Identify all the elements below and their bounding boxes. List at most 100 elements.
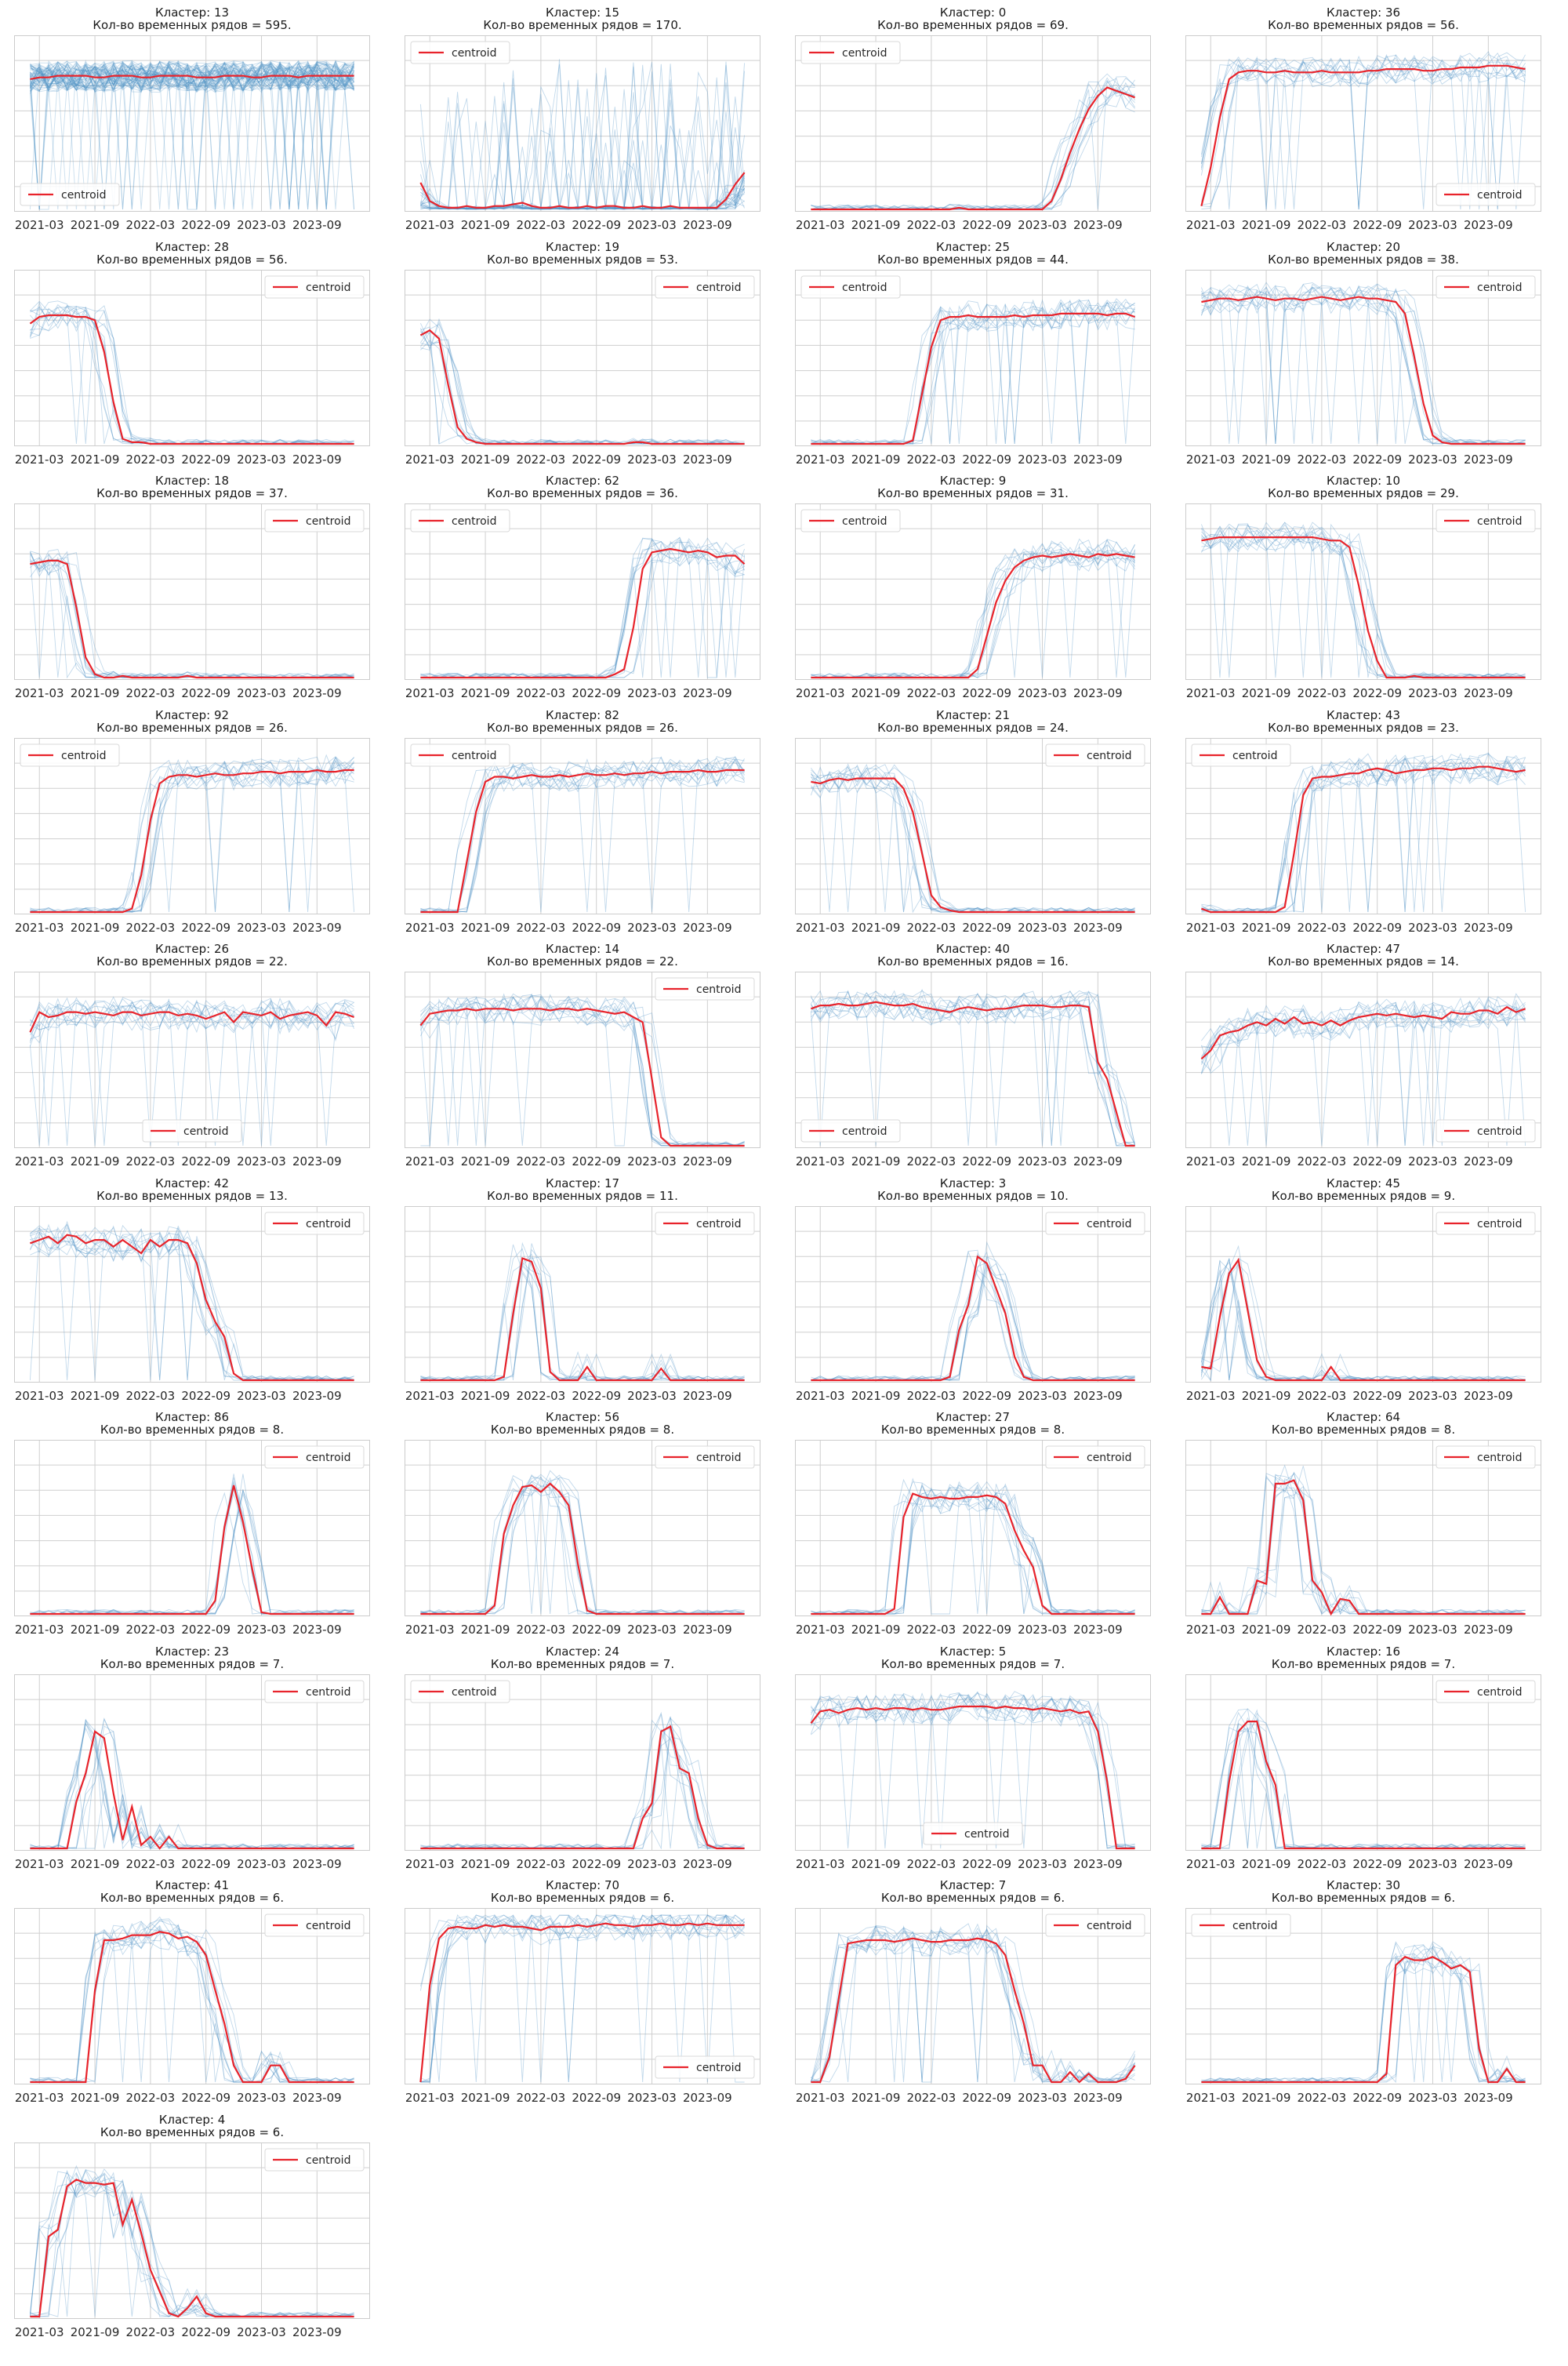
x-tick-label: 2023-09: [683, 921, 732, 935]
member-series-line: [811, 1692, 1135, 1848]
x-tick-label: 2023-09: [1464, 1857, 1513, 1871]
member-series-line: [29, 60, 355, 95]
member-series-line: [811, 1269, 1135, 1381]
member-series-line: [420, 321, 745, 445]
member-series-line: [1201, 54, 1526, 210]
member-series-line: [811, 990, 1135, 1147]
member-series-line: [1201, 1485, 1526, 1615]
member-series-line: [420, 996, 745, 1147]
centroid-line: [1201, 1720, 1526, 1849]
legend-label: centroid: [183, 1125, 228, 1138]
axes-frame: [795, 1674, 1151, 1851]
x-tick-label: 2022-09: [962, 2091, 1011, 2105]
x-tick-label: 2023-03: [627, 686, 677, 700]
member-series-line: [30, 60, 355, 210]
chart-subtitle: Кол-во временных рядов = 7.: [490, 1656, 675, 1671]
member-series-line: [1201, 59, 1526, 210]
member-series-line: [30, 1224, 354, 1380]
member-series-line: [30, 1920, 354, 2083]
member-series-line: [420, 67, 746, 210]
x-tick-label: 2023-09: [1073, 1154, 1123, 1168]
chart-panel: Кластер: 47 Кол-во временных рядов = 14. 2…: [1185, 943, 1541, 1172]
x-tick-label: 2023-09: [683, 1154, 732, 1168]
member-series-line: [1201, 1471, 1526, 1615]
member-series-line: [30, 60, 354, 93]
x-tick-label: 2023-03: [627, 1389, 677, 1403]
chart-title: Кластер: 0: [939, 5, 1007, 20]
member-series-line: [420, 331, 745, 445]
legend-box: [655, 977, 755, 1001]
member-series-line: [30, 61, 354, 210]
member-series-line: [29, 60, 354, 210]
chart-subtitle: Кол-во временных рядов = 6.: [100, 2124, 285, 2139]
chart-panel: Кластер: 17 Кол-во временных рядов = 11. 2…: [405, 1176, 760, 1406]
member-series-line: [420, 756, 745, 912]
x-tick-label: 2022-09: [181, 1623, 230, 1637]
axes-frame: [795, 269, 1151, 446]
member-series-line: [811, 992, 1135, 1143]
legend-label: centroid: [61, 189, 106, 202]
x-tick-label: 2021-03: [405, 1623, 455, 1637]
x-tick-label: 2023-09: [292, 921, 342, 935]
member-series-line: [811, 300, 1135, 444]
member-series-line: [1201, 1946, 1526, 2083]
member-series-line: [30, 60, 354, 93]
member-series-line: [419, 318, 745, 444]
member-series-line: [420, 64, 745, 210]
legend: centroid: [1436, 183, 1536, 206]
chart-subtitle: Кол-во временных рядов = 170.: [483, 18, 682, 32]
legend-box: [410, 509, 510, 532]
chart-title: Кластер: 30: [1326, 1878, 1401, 1892]
axes-frame: [14, 269, 370, 446]
member-series-line: [420, 995, 745, 1147]
member-series-line: [30, 2178, 354, 2317]
x-tick-label: 2021-03: [796, 218, 845, 232]
x-tick-label: 2022-03: [1298, 1154, 1347, 1168]
member-series-line: [811, 1694, 1135, 1848]
legend-box: [800, 275, 901, 298]
chart-panel: Кластер: 13 Кол-во временных рядов = 595.…: [14, 6, 370, 235]
x-tick-label: 2021-09: [851, 2091, 901, 2105]
member-series-line: [811, 990, 1135, 1147]
axes-frame: [795, 35, 1151, 212]
member-series-line: [811, 769, 1135, 913]
x-tick-label: 2022-09: [181, 2325, 230, 2339]
chart-panel: Кластер: 9 Кол-во временных рядов = 31. 20…: [795, 474, 1151, 703]
member-series-line: [811, 1485, 1135, 1615]
member-series-line: [811, 768, 1135, 912]
legend-label: centroid: [1477, 515, 1522, 528]
x-tick-label: 2022-09: [1352, 1623, 1402, 1637]
legend-label: centroid: [696, 2062, 741, 2074]
member-series-line: [420, 82, 746, 210]
member-series-line: [30, 999, 354, 1044]
member-series-line: [30, 60, 354, 92]
member-series-line: [29, 301, 354, 444]
x-tick-label: 2021-03: [796, 1154, 845, 1168]
x-tick-label: 2022-03: [1298, 2091, 1347, 2105]
axes-frame: [14, 35, 370, 212]
member-series-line: [30, 62, 354, 93]
legend: centroid: [264, 1680, 365, 1703]
x-tick-label: 2021-03: [1186, 218, 1236, 232]
legend: centroid: [655, 977, 755, 1001]
x-tick-label: 2023-09: [292, 452, 342, 467]
chart-title: Кластер: 45: [1326, 1176, 1401, 1190]
member-series-line: [420, 993, 745, 1147]
member-series-line: [1201, 1473, 1526, 1615]
legend-box: [264, 1914, 365, 1937]
legend-label: centroid: [452, 515, 496, 528]
x-tick-label: 2023-03: [1408, 686, 1457, 700]
chart-axes: 2021-03 2021-09 2022-03 2022-09 2023-03 2023-…: [405, 1440, 760, 1637]
legend-box: [142, 1119, 242, 1143]
member-series-line: [30, 2172, 354, 2317]
x-tick-label: 2023-03: [627, 1154, 677, 1168]
member-series-line: [420, 1242, 745, 1381]
chart-title: Кластер: 7: [939, 1878, 1007, 1892]
member-series-line: [29, 305, 354, 444]
x-tick-label: 2023-03: [237, 2091, 286, 2105]
member-series-line: [1201, 751, 1526, 912]
x-tick-label: 2021-09: [851, 452, 901, 467]
x-tick-label: 2023-03: [1018, 921, 1067, 935]
member-series-line: [29, 996, 354, 1147]
axes-frame: [14, 1440, 370, 1616]
